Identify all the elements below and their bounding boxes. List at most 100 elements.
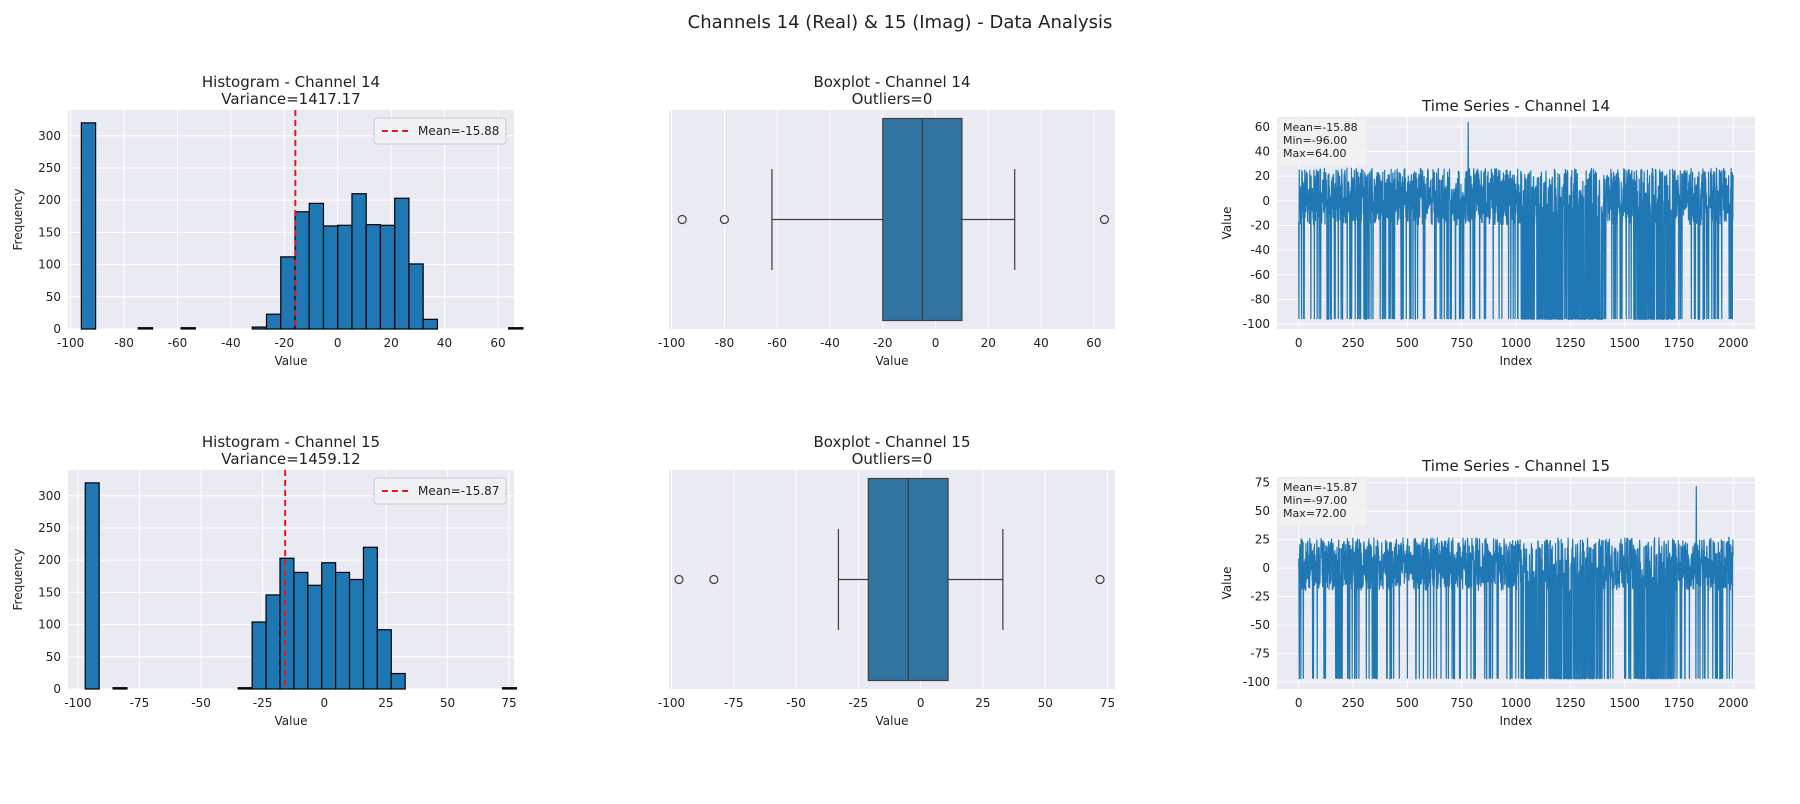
y-tick-label: 100 <box>38 258 61 272</box>
x-tick-label: 250 <box>1342 336 1365 350</box>
chart-title: Outliers=0 <box>852 90 933 108</box>
histogram-bar <box>293 571 309 690</box>
stats-box <box>1279 119 1367 165</box>
x-tick-label: 75 <box>501 696 516 710</box>
x-tick-label: 750 <box>1450 336 1473 350</box>
stats-box <box>1279 479 1367 525</box>
y-axis-label: Value <box>1220 567 1234 600</box>
outlier-point <box>719 214 730 225</box>
histogram-bar <box>394 197 410 330</box>
x-tick-label: -20 <box>873 336 893 350</box>
x-tick-label: 40 <box>437 336 452 350</box>
x-tick-label: 500 <box>1396 336 1419 350</box>
stats-line: Mean=-15.88 <box>1283 121 1358 134</box>
x-tick-label: 75 <box>1100 696 1115 710</box>
x-tick-label: 1250 <box>1555 336 1586 350</box>
x-tick-label: 0 <box>334 336 342 350</box>
histogram-bar <box>408 263 424 330</box>
y-axis-label: Value <box>1220 207 1234 240</box>
x-tick-label: 0 <box>1295 336 1303 350</box>
y-tick-label: 0 <box>1262 561 1270 575</box>
x-axis-label: Value <box>275 354 308 368</box>
y-tick-label: -80 <box>1250 292 1270 306</box>
y-tick-label: 250 <box>38 161 61 175</box>
histogram-bar <box>280 256 296 330</box>
y-tick-label: 150 <box>38 585 61 599</box>
y-tick-label: -40 <box>1250 243 1270 257</box>
x-axis-label: Value <box>275 714 308 728</box>
outlier-point <box>709 574 719 585</box>
histogram-bar <box>265 313 282 330</box>
y-tick-label: 0 <box>53 322 61 336</box>
y-tick-label: 75 <box>1255 476 1270 490</box>
histogram-bar <box>180 327 196 330</box>
legend-mean-label: Mean=-15.88 <box>418 124 499 138</box>
histogram-bar <box>251 326 268 330</box>
x-tick-label: 250 <box>1342 696 1365 710</box>
y-tick-label: 20 <box>1255 169 1270 183</box>
x-tick-label: 0 <box>320 696 328 710</box>
outlier-point <box>677 214 687 225</box>
histogram-bar <box>321 562 337 690</box>
x-tick-label: 0 <box>917 696 925 710</box>
y-tick-label: 200 <box>38 193 61 207</box>
x-tick-label: -40 <box>221 336 241 350</box>
histogram-bar <box>508 327 524 330</box>
x-tick-label: 1500 <box>1609 696 1640 710</box>
x-tick-label: -100 <box>658 696 685 710</box>
x-tick-label: 40 <box>1033 336 1048 350</box>
chart-title: Variance=1459.12 <box>221 450 360 468</box>
x-tick-label: -80 <box>715 336 735 350</box>
outlier-point <box>1095 574 1105 585</box>
y-tick-label: -100 <box>1243 675 1270 689</box>
series-line <box>1298 486 1734 680</box>
x-tick-label: 750 <box>1450 696 1473 710</box>
histogram-bar <box>379 224 396 330</box>
chart-title: Variance=1417.17 <box>221 90 360 108</box>
timeseries-ch14-svg: Time Series - Channel 14 Index Value 0 250 50… <box>1220 97 1755 368</box>
histogram-bar <box>322 225 339 330</box>
y-tick-label: -20 <box>1250 218 1270 232</box>
stats-line: Max=72.00 <box>1283 507 1346 520</box>
legend-box <box>373 477 507 505</box>
histogram-bar <box>251 621 267 690</box>
y-tick-label: 250 <box>38 521 61 535</box>
x-tick-label: 25 <box>378 696 393 710</box>
x-tick-label: -20 <box>275 336 295 350</box>
x-tick-label: -100 <box>57 336 84 350</box>
x-axis-label: Value <box>876 714 909 728</box>
y-tick-label: -60 <box>1250 268 1270 282</box>
histogram-bar <box>351 193 367 330</box>
y-tick-label: 60 <box>1255 120 1270 134</box>
chart-title: Boxplot - Channel 15 <box>813 433 970 451</box>
x-tick-label: 0 <box>1295 696 1303 710</box>
histogram-bar <box>265 594 281 690</box>
histogram-bar <box>335 571 351 690</box>
histogram-bar <box>362 546 378 690</box>
x-tick-label: 60 <box>490 336 505 350</box>
chart-title: Boxplot - Channel 14 <box>813 73 970 91</box>
chart-title: Time Series - Channel 14 <box>1421 97 1610 115</box>
x-tick-label: 1000 <box>1501 696 1532 710</box>
y-tick-label: 25 <box>1255 533 1270 547</box>
x-tick-label: 1500 <box>1609 336 1640 350</box>
x-tick-label: -50 <box>786 696 806 710</box>
x-tick-label: 20 <box>384 336 399 350</box>
y-axis-label: Frequency <box>11 549 25 611</box>
boxplot-channel-14: Boxplot - Channel 14 Outliers=0 Value -100 -… <box>600 60 1200 420</box>
y-tick-label: 150 <box>38 225 61 239</box>
outlier-point <box>1099 214 1110 225</box>
chart-title: Histogram - Channel 15 <box>202 433 380 451</box>
y-tick-label: 200 <box>38 553 61 567</box>
x-axis-label: Index <box>1499 354 1532 368</box>
histogram-bar <box>390 672 406 690</box>
histogram-channel-14: Histogram - Channel 14 Variance=1417.17 Va… <box>0 60 600 420</box>
y-tick-label: -100 <box>1243 317 1270 331</box>
x-tick-label: 1750 <box>1664 336 1695 350</box>
y-tick-label: -75 <box>1250 647 1270 661</box>
boxplot-channel-15: Boxplot - Channel 15 Outliers=0 Value -100 -… <box>600 420 1200 800</box>
histogram-bar <box>501 687 518 690</box>
